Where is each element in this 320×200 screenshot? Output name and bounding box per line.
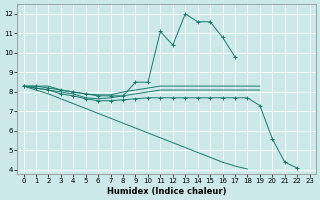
X-axis label: Humidex (Indice chaleur): Humidex (Indice chaleur) bbox=[107, 187, 226, 196]
